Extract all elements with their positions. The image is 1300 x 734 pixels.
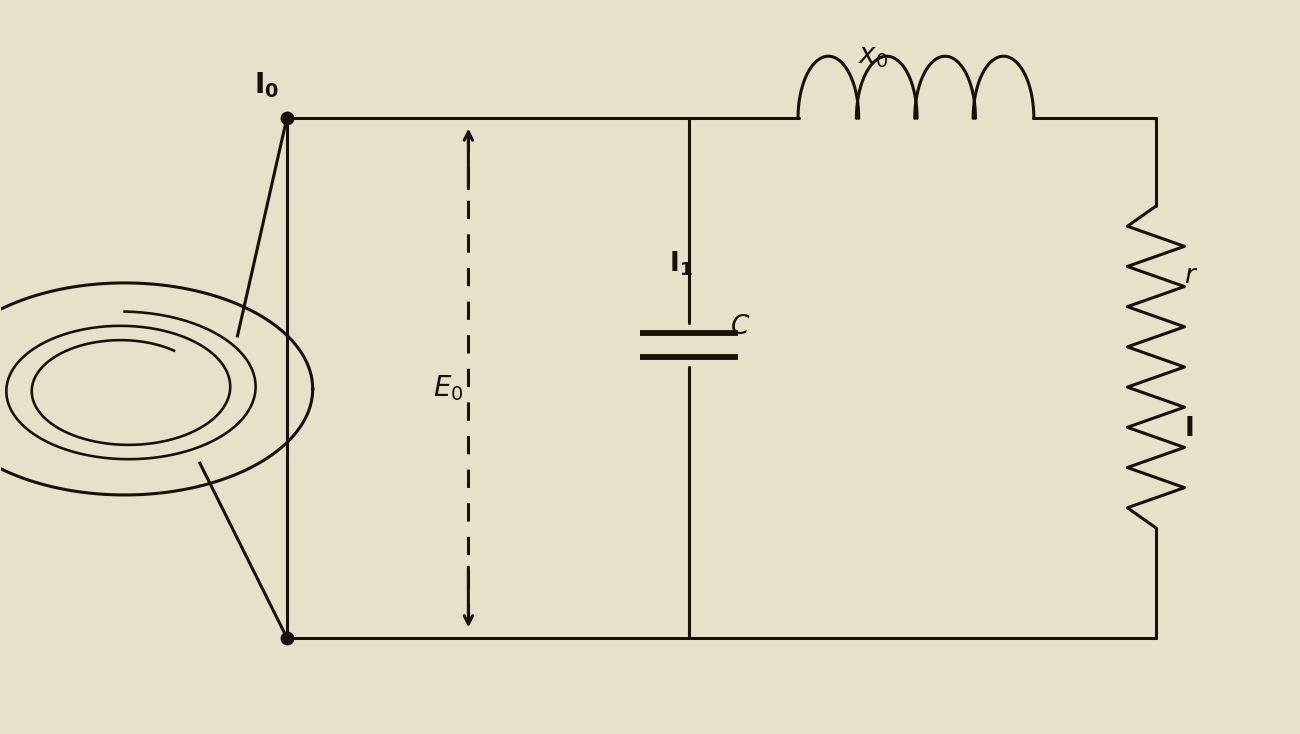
Text: $\mathbf{I_0}$: $\mathbf{I_0}$: [255, 70, 280, 100]
Text: $E_0$: $E_0$: [433, 374, 464, 403]
Text: $\mathbf{I_1}$: $\mathbf{I_1}$: [670, 250, 693, 278]
Text: $\mathbf{I}$: $\mathbf{I}$: [1184, 416, 1193, 441]
Text: $x_0$: $x_0$: [858, 43, 888, 70]
Text: $r$: $r$: [1184, 263, 1199, 288]
Text: $C$: $C$: [731, 314, 751, 339]
